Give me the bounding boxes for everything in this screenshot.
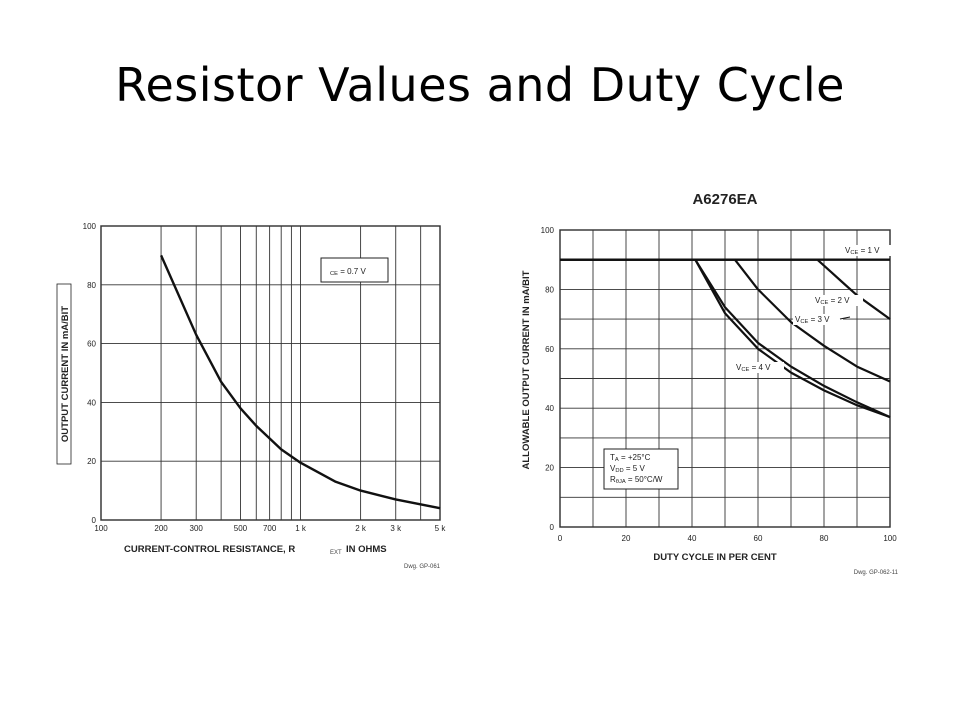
- x-axis-label: CURRENT-CONTROL RESISTANCE, R: [124, 544, 295, 555]
- slide-title: Resistor Values and Duty Cycle: [115, 58, 845, 112]
- condition-line: TA = +25°C: [610, 453, 651, 463]
- annotation-label: CE = 0.7 V: [330, 267, 366, 277]
- label-vce-2v: VCE = 2 V: [815, 296, 850, 306]
- label-vce-1v: VCE = 1 V: [845, 246, 880, 256]
- y-tick-label: 20: [545, 464, 554, 473]
- annotation-box: [320, 257, 389, 283]
- series-line-vce-2v: [560, 258, 891, 383]
- y-tick-label: 0: [550, 523, 555, 532]
- x-tick-label: 1 k: [295, 524, 307, 533]
- current-resistance-curve: [160, 254, 441, 510]
- x-tick-label: 80: [820, 534, 829, 543]
- y-tick-label: 100: [541, 226, 555, 235]
- drawing-number: Dwg. GP-062-11: [854, 570, 899, 576]
- y-tick-label: 100: [83, 222, 97, 231]
- y-tick-label: 20: [87, 457, 96, 466]
- x-tick-label: 2 k: [355, 524, 367, 533]
- x-tick-label: 100: [883, 534, 897, 543]
- x-tick-label: 40: [688, 534, 697, 543]
- x-axis-label-unit: IN OHMS: [346, 544, 387, 555]
- x-tick-label: 0: [558, 534, 563, 543]
- y-tick-label: 80: [87, 281, 96, 290]
- x-axis-label: DUTY CYCLE IN PER CENT: [653, 552, 777, 563]
- series-curve-vce-4v: [694, 259, 891, 419]
- y-tick-label: 60: [545, 345, 554, 354]
- y-tick-label: 80: [545, 285, 554, 294]
- y-tick-label: 40: [87, 398, 96, 407]
- x-axis-label-subscript: EXT: [330, 550, 342, 556]
- drawing-number: Dwg. GP-061: [404, 564, 441, 570]
- x-tick-label: 200: [154, 524, 168, 533]
- x-tick-label: 100: [94, 524, 108, 533]
- label-vce-2v-bg: [813, 295, 863, 306]
- label-vce-4v-bg: [734, 362, 784, 373]
- x-tick-label: 300: [190, 524, 204, 533]
- y-axis-label: OUTPUT CURRENT IN mA/BIT: [60, 306, 71, 442]
- chart-title: A6276EA: [692, 191, 757, 208]
- x-tick-label: 5 k: [435, 524, 447, 533]
- x-tick-label: 500: [234, 524, 248, 533]
- y-axis-label-group: OUTPUT CURRENT IN mA/BIT: [56, 283, 72, 465]
- x-tick-label: 60: [754, 534, 763, 543]
- y-axis-label: ALLOWABLE OUTPUT CURRENT IN mA/BIT: [521, 270, 532, 469]
- y-tick-label: 40: [545, 404, 554, 413]
- condition-line: VDD = 5 V: [610, 464, 645, 474]
- y-tick-label: 0: [92, 516, 97, 525]
- y-tick-label: 60: [87, 340, 96, 349]
- x-tick-label: 20: [622, 534, 631, 543]
- label-leader-vce-3v: [839, 316, 851, 320]
- label-vce-1v-bg: [843, 245, 893, 256]
- label-vce-3v: VCE = 3 V: [795, 315, 830, 325]
- label-vce-3v-bg: [793, 314, 843, 325]
- series-line-vce-1v: [560, 258, 891, 320]
- label-vce-4v: VCE = 4 V: [736, 363, 771, 373]
- condition-line: RθJA = 50°C/W: [610, 475, 663, 485]
- conditions-box: [603, 448, 679, 490]
- x-tick-label: 700: [263, 524, 277, 533]
- y-axis-label-box: [56, 283, 72, 465]
- x-tick-label: 3 k: [390, 524, 402, 533]
